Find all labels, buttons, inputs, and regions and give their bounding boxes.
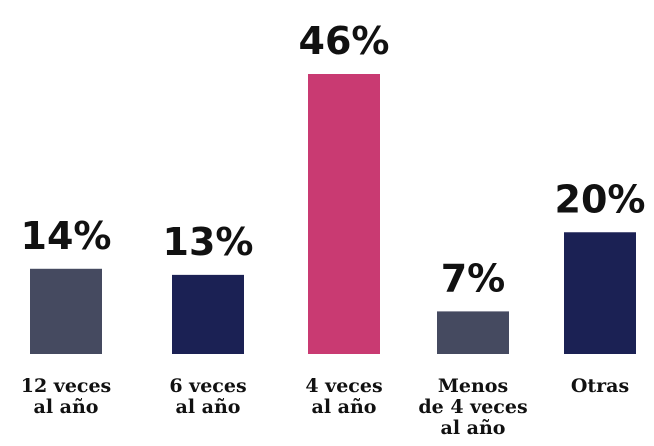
bar-2 <box>308 74 380 354</box>
category-label-0-line-0: 12 veces <box>21 375 112 397</box>
category-label-0-line-1: al año <box>34 396 99 418</box>
value-label-4: 20% <box>555 177 646 221</box>
bar-1 <box>172 274 244 354</box>
category-label-2-line-1: al año <box>312 396 377 418</box>
value-label-3: 7% <box>441 256 506 300</box>
value-label-0: 14% <box>21 214 112 258</box>
value-label-1: 13% <box>163 220 254 264</box>
category-label-3-line-1: de 4 veces <box>418 396 527 418</box>
category-label-3-line-0: Menos <box>438 375 508 397</box>
category-label-4-line-0: Otras <box>571 375 629 397</box>
category-label-2-line-0: 4 veces <box>305 375 382 397</box>
value-label-2: 46% <box>299 19 390 63</box>
bar-3 <box>437 311 509 354</box>
bar-0 <box>30 268 102 354</box>
category-label-3-line-2: al año <box>441 417 506 439</box>
category-label-1-line-1: al año <box>176 396 241 418</box>
bar-4 <box>564 232 636 354</box>
category-label-1-line-0: 6 veces <box>169 375 246 397</box>
